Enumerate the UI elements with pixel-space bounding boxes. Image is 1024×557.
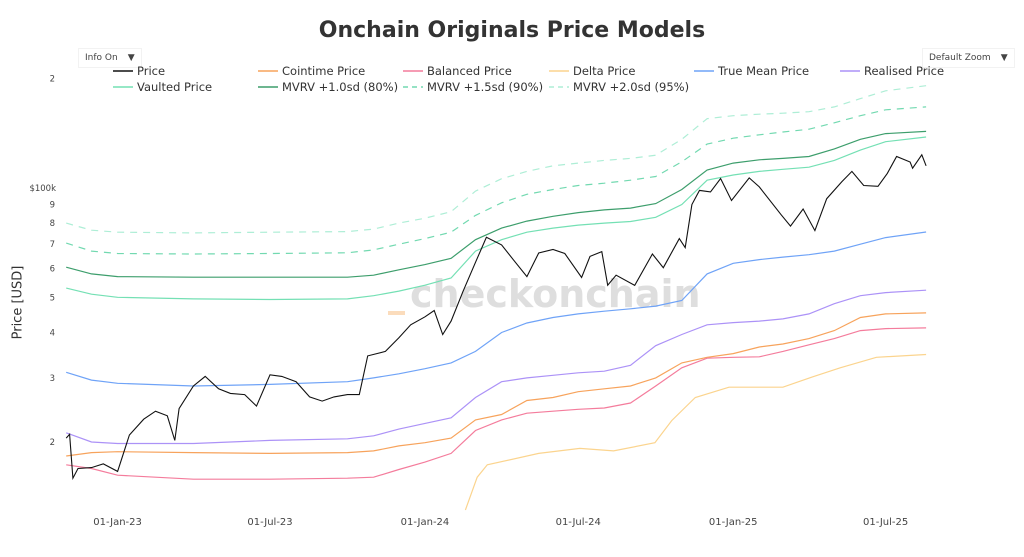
legend-item[interactable]: True Mean Price <box>694 64 809 78</box>
legend-item[interactable]: Delta Price <box>549 64 635 78</box>
series-line-mvrv-1-0sd-80[interactable] <box>66 130 927 278</box>
legend-label: MVRV +1.5sd (90%) <box>427 80 544 94</box>
legend-label: Vaulted Price <box>137 80 213 94</box>
legend-label: Cointime Price <box>282 64 366 78</box>
y-tick-label: 8 <box>50 219 55 229</box>
info-dropdown[interactable]: Info On ▼ <box>78 48 142 68</box>
watermark: checkonchain <box>410 272 701 316</box>
zoom-dropdown[interactable]: Default Zoom ▼ <box>922 48 1015 68</box>
legend-label: Delta Price <box>573 64 636 78</box>
x-tick-label: 01-Jul-24 <box>556 517 601 528</box>
legend-item[interactable]: MVRV +1.0sd (80%) <box>258 80 398 94</box>
watermark-logo-mark <box>388 311 405 315</box>
legend-swatch-icon <box>549 70 569 72</box>
zoom-dropdown-label: Default Zoom <box>929 53 991 63</box>
legend-swatch-icon <box>258 86 278 88</box>
legend-swatch-icon <box>694 70 714 72</box>
series-line-mvrv-1-5sd-90[interactable] <box>66 106 927 255</box>
legend-swatch-icon <box>113 70 133 72</box>
legend-item[interactable]: Vaulted Price <box>113 80 212 94</box>
y-tick-label: $100k <box>29 184 56 194</box>
y-tick-label: 6 <box>50 265 55 275</box>
x-tick-label: 01-Jan-25 <box>709 517 758 528</box>
legend-label: MVRV +2.0sd (95%) <box>573 80 690 94</box>
x-tick-label: 01-Jul-25 <box>863 517 908 528</box>
series-line-vaulted-price[interactable] <box>66 136 927 301</box>
dropdown-arrow-icon: ▼ <box>127 53 135 63</box>
legend-label: True Mean Price <box>718 64 810 78</box>
legend-label: Balanced Price <box>427 64 512 78</box>
legend-swatch-icon <box>403 70 423 72</box>
chart-title: Onchain Originals Price Models <box>318 18 706 43</box>
y-tick-label: 3 <box>50 374 55 384</box>
info-dropdown-label: Info On <box>85 53 118 63</box>
series-line-balanced-price[interactable] <box>66 327 927 480</box>
y-tick-label: 2 <box>50 74 55 84</box>
y-tick-label: 4 <box>50 329 55 339</box>
legend-label: MVRV +1.0sd (80%) <box>282 80 399 94</box>
dropdown-arrow-icon: ▼ <box>1000 53 1008 63</box>
series-line-realised-price[interactable] <box>65 289 927 445</box>
legend-swatch-icon <box>113 86 133 88</box>
legend-item[interactable]: Cointime Price <box>258 64 365 78</box>
legend-item[interactable]: MVRV +1.5sd (90%) <box>403 80 543 94</box>
y-tick-label: 7 <box>50 240 55 250</box>
y-tick-label: 9 <box>50 201 55 211</box>
legend-label: Realised Price <box>864 64 945 78</box>
legend-label: Price <box>137 64 166 78</box>
legend-item[interactable]: MVRV +2.0sd (95%) <box>549 80 689 94</box>
x-tick-label: 01-Jan-24 <box>401 517 450 528</box>
x-tick-label: 01-Jul-23 <box>247 517 292 528</box>
series-line-true-mean-price[interactable] <box>66 231 927 387</box>
legend-swatch-icon <box>549 86 569 88</box>
y-tick-label: 2 <box>50 438 55 448</box>
series-line-cointime-price[interactable] <box>66 312 927 457</box>
series-line-delta-price[interactable] <box>464 353 927 511</box>
series-line-mvrv-2-0sd-95[interactable] <box>66 85 927 234</box>
x-tick-label: 01-Jan-23 <box>93 517 142 528</box>
legend-item[interactable]: Price <box>113 64 165 78</box>
y-tick-label: 5 <box>50 293 55 303</box>
series-line-price[interactable] <box>65 153 927 481</box>
legend-swatch-icon <box>258 70 278 72</box>
legend-swatch-icon <box>403 86 423 88</box>
legend-item[interactable]: Realised Price <box>840 64 944 78</box>
legend-swatch-icon <box>840 70 860 72</box>
legend-item[interactable]: Balanced Price <box>403 64 512 78</box>
